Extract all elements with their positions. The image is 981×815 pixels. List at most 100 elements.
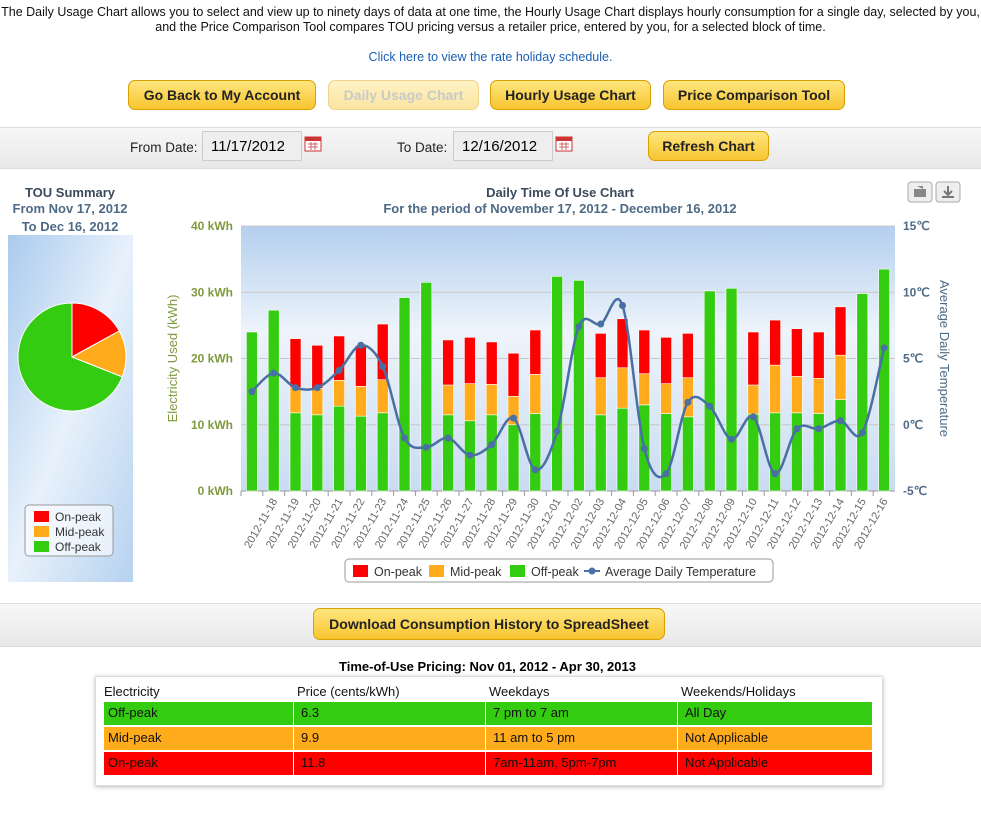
bar-segment (834, 306, 847, 356)
bar-segment (551, 276, 563, 492)
temperature-point (640, 445, 648, 453)
temperature-point (837, 417, 844, 425)
y2-tick-label: -5℃ (903, 484, 927, 498)
button[interactable]: Price Comparison Tool (663, 80, 845, 110)
bar-segment (638, 373, 651, 406)
legend-swatch (34, 511, 49, 522)
chart-subtitle: For the period of November 17, 2012 - De… (383, 201, 736, 216)
bar-segment (747, 384, 760, 415)
bar-segment (507, 424, 520, 492)
legend-swatch (429, 565, 444, 577)
temperature-point (401, 434, 408, 442)
column-header: Weekdays (489, 684, 550, 699)
bar-segment (660, 413, 672, 492)
button: Daily Usage Chart (328, 80, 479, 110)
button[interactable]: Go Back to My Account (128, 80, 316, 110)
temperature-point (357, 341, 365, 349)
temperature-point (313, 384, 321, 392)
cell-divider (485, 727, 486, 750)
table-cell: Not Applicable (685, 755, 769, 770)
legend-label: Off-peak (55, 540, 102, 554)
table-cell: 9.9 (301, 730, 320, 745)
bar-segment (485, 341, 498, 385)
y2-tick-label: 0℃ (903, 418, 923, 432)
to-label: To Date: (397, 140, 448, 155)
button[interactable]: Hourly Usage Chart (490, 80, 651, 110)
table-cell: Off-peak (108, 705, 158, 720)
y2-tick-label: 10℃ (903, 285, 930, 299)
temperature-point (880, 344, 888, 352)
y-tick-label: 40 kWh (191, 219, 233, 233)
from-label: From Date: (130, 140, 198, 155)
refresh-button[interactable]: Refresh Chart (648, 131, 769, 161)
pie-subtitle: From Nov 17, 2012 To Dec 16, 2012 (13, 201, 128, 234)
bar-segment (791, 376, 803, 414)
bar-segment (376, 323, 389, 381)
pie-title: TOU Summary (25, 185, 116, 200)
legend-swatch (34, 541, 49, 552)
column-header: Weekends/Holidays (681, 684, 796, 699)
temperature-point (379, 362, 387, 370)
from-date[interactable]: 11/17/2012 (202, 131, 302, 161)
bar-segment (442, 339, 454, 386)
row-background (104, 702, 872, 725)
legend-swatch (34, 526, 49, 537)
bar-segment (725, 287, 738, 492)
temperature-point (335, 366, 343, 374)
holiday-link[interactable]: Click here to view the rate holiday sche… (368, 50, 613, 64)
temperature-point (422, 443, 430, 451)
temperature-point (662, 470, 670, 478)
temperature-point (488, 441, 496, 449)
y2-axis-label: Average Daily Temperature (937, 280, 952, 437)
bar-segment (856, 293, 869, 492)
y-tick-label: 30 kWh (191, 285, 233, 299)
bar-segment (660, 383, 672, 414)
pie-slice (71, 302, 121, 358)
legend-label: Average Daily Temperature (605, 565, 756, 579)
bar-segment (573, 280, 585, 492)
cell-divider (677, 752, 678, 775)
bar-segment (333, 380, 345, 407)
temperature-point (749, 413, 757, 421)
legend-label: Mid-peak (450, 565, 502, 579)
temperature-point (248, 388, 256, 396)
bar-segment (376, 412, 389, 492)
bar-segment (485, 384, 498, 416)
export-icons[interactable] (907, 181, 961, 203)
temperature-point (466, 451, 474, 459)
y2-tick-label: 15℃ (903, 219, 930, 233)
bar-segment (311, 344, 324, 389)
temperature-point (706, 402, 714, 410)
y-tick-label: 0 kWh (198, 484, 233, 498)
table-cell: 6.3 (301, 705, 320, 720)
bar-segment (660, 337, 672, 384)
temperature-point (771, 470, 779, 478)
bar-segment (442, 384, 454, 416)
table-cell: Not Applicable (685, 730, 769, 745)
cell-divider (485, 702, 486, 725)
column-header: Electricity (104, 684, 160, 699)
calendar-icon[interactable] (555, 136, 573, 152)
bar-segment (442, 414, 454, 492)
bar-segment (747, 331, 760, 386)
download-button[interactable]: Download Consumption History to SpreadSh… (313, 608, 665, 640)
bar-segment (333, 405, 345, 492)
to-date[interactable]: 12/16/2012 (453, 131, 553, 161)
cell-divider (293, 702, 294, 725)
bar-segment (791, 412, 803, 492)
bar-segment (355, 415, 367, 492)
bar-segment (485, 414, 498, 492)
y-axis-label: Electricity Used (kWh) (165, 295, 180, 423)
bar-segment (791, 328, 803, 377)
table-cell: 11 am to 5 pm (493, 730, 576, 745)
table-cell: On-peak (108, 755, 158, 770)
bar-segment (311, 388, 324, 416)
bar-segment (878, 268, 890, 492)
temperature-point (531, 466, 539, 474)
bar-segment (529, 374, 542, 414)
bar-segment (594, 333, 607, 379)
pricing-title: Time-of-Use Pricing: Nov 01, 2012 - Apr … (339, 659, 636, 674)
bar-segment (834, 399, 847, 492)
calendar-icon[interactable] (304, 136, 322, 152)
